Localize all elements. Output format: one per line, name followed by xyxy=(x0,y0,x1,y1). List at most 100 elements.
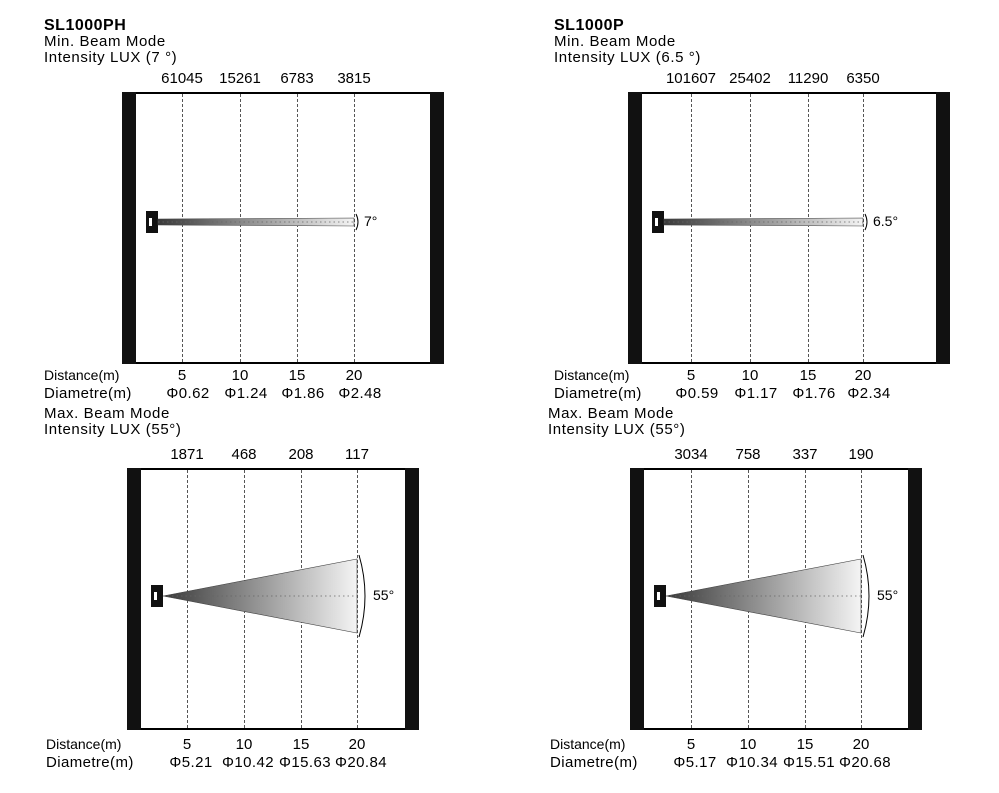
distance-value: 5 xyxy=(686,736,696,753)
lux-value: 117 xyxy=(345,446,369,463)
beam-mode: Min. Beam Mode xyxy=(554,33,676,50)
beam-mode: Min. Beam Mode xyxy=(44,33,166,50)
diameter-value: Φ5.21 xyxy=(169,754,213,771)
diameter-value: Φ1.86 xyxy=(281,385,325,402)
lux-value: 11290 xyxy=(787,70,829,87)
beam-angle-label: 6.5° xyxy=(873,213,899,229)
beam-graphic xyxy=(652,211,868,233)
distance-value: 15 xyxy=(288,367,306,384)
lux-value: 1871 xyxy=(170,446,204,463)
distance-label: Distance(m) xyxy=(550,736,626,752)
angle-arc xyxy=(355,213,359,231)
diameter-label: Diametre(m) xyxy=(46,754,134,771)
distance-value: 20 xyxy=(852,736,870,753)
frame-wall-left xyxy=(122,92,136,364)
distance-gridline xyxy=(297,94,298,362)
distance-value: 5 xyxy=(686,367,696,384)
intensity-label: Intensity LUX (55°) xyxy=(548,421,686,438)
fixture-icon xyxy=(652,211,664,233)
model-name: SL1000P xyxy=(554,17,625,34)
beam-angle-label: 55° xyxy=(877,587,899,603)
distance-value: 15 xyxy=(292,736,310,753)
diameter-value: Φ15.63 xyxy=(279,754,331,771)
frame-wall-left xyxy=(127,468,141,730)
lux-value: 61045 xyxy=(161,70,203,87)
beam-frame: 7° xyxy=(122,92,444,364)
intensity-label: Intensity LUX (7 °) xyxy=(44,49,178,66)
diameter-value: Φ20.68 xyxy=(839,754,891,771)
intensity-label: Intensity LUX (6.5 °) xyxy=(554,49,701,66)
lux-value: 15261 xyxy=(219,70,261,87)
frame-wall-right xyxy=(430,92,444,364)
lux-value: 6783 xyxy=(280,70,314,87)
lux-value: 208 xyxy=(288,446,314,463)
beam-graphic xyxy=(146,211,359,233)
diameter-label: Diametre(m) xyxy=(554,385,642,402)
diameter-value: Φ10.34 xyxy=(726,754,778,771)
lux-value: 101607 xyxy=(665,70,717,87)
lux-value: 337 xyxy=(792,446,818,463)
distance-gridline xyxy=(750,94,751,362)
angle-arc xyxy=(358,554,366,638)
frame-wall-left xyxy=(630,468,644,730)
lux-value: 3815 xyxy=(337,70,371,87)
diameter-label: Diametre(m) xyxy=(44,385,132,402)
diameter-label: Diametre(m) xyxy=(550,754,638,771)
diameter-value: Φ2.34 xyxy=(847,385,891,402)
diameter-value: Φ0.59 xyxy=(675,385,719,402)
distance-value: 10 xyxy=(741,367,759,384)
panel-header: Max. Beam Mode Intensity LUX (55°) xyxy=(44,406,181,438)
angle-arc xyxy=(862,554,870,638)
beam-frame: 55° xyxy=(630,468,922,730)
distance-value: 20 xyxy=(854,367,872,384)
distance-value: 10 xyxy=(231,367,249,384)
distance-gridline xyxy=(354,94,355,362)
distance-value: 15 xyxy=(799,367,817,384)
angle-arc xyxy=(864,213,868,231)
beam-panel: Max. Beam Mode Intensity LUX (55°) 1871 468… xyxy=(30,404,490,779)
diameter-value: Φ5.17 xyxy=(673,754,717,771)
panel-header: Max. Beam Mode Intensity LUX (55°) xyxy=(548,406,685,438)
beam-frame: 6.5° xyxy=(628,92,950,364)
beam-angle-label: 7° xyxy=(364,213,378,229)
diameter-value: Φ1.76 xyxy=(792,385,836,402)
distance-gridline xyxy=(357,470,358,728)
beam-angle-label: 55° xyxy=(373,587,395,603)
panel-header: SL1000PH Min. Beam Mode Intensity LUX (7 °… xyxy=(44,18,177,66)
lux-value: 758 xyxy=(735,446,761,463)
beam-mode: Max. Beam Mode xyxy=(44,405,170,422)
distance-value: 20 xyxy=(345,367,363,384)
beam-panel: Max. Beam Mode Intensity LUX (55°) 3034 758… xyxy=(534,404,994,779)
distance-value: 10 xyxy=(739,736,757,753)
distance-label: Distance(m) xyxy=(554,367,630,383)
diameter-value: Φ0.62 xyxy=(166,385,210,402)
diameter-value: Φ10.42 xyxy=(222,754,274,771)
beam-panel: SL1000PH Min. Beam Mode Intensity LUX (7 °… xyxy=(30,12,490,402)
diameter-value: Φ15.51 xyxy=(783,754,835,771)
frame-wall-left xyxy=(628,92,642,364)
diameter-value: Φ20.84 xyxy=(335,754,387,771)
fixture-icon xyxy=(654,585,666,607)
fixture-icon xyxy=(151,585,163,607)
distance-gridline xyxy=(691,94,692,362)
frame-wall-right xyxy=(908,468,922,730)
panel-header: SL1000P Min. Beam Mode Intensity LUX (6.5 … xyxy=(554,18,701,66)
distance-value: 20 xyxy=(348,736,366,753)
lux-value: 190 xyxy=(848,446,874,463)
distance-gridline xyxy=(863,94,864,362)
frame-wall-right xyxy=(936,92,950,364)
distance-gridline xyxy=(240,94,241,362)
distance-gridline xyxy=(182,94,183,362)
distance-value: 5 xyxy=(182,736,192,753)
beam-mode: Max. Beam Mode xyxy=(548,405,674,422)
lux-value: 3034 xyxy=(674,446,708,463)
diameter-value: Φ1.17 xyxy=(734,385,778,402)
frame-wall-right xyxy=(405,468,419,730)
distance-gridline xyxy=(808,94,809,362)
distance-value: 10 xyxy=(235,736,253,753)
light-beam xyxy=(157,217,355,227)
distance-value: 5 xyxy=(177,367,187,384)
beam-graphic xyxy=(654,554,870,638)
beam-frame: 55° xyxy=(127,468,419,730)
beam-panel: SL1000P Min. Beam Mode Intensity LUX (6.5 … xyxy=(540,12,999,402)
